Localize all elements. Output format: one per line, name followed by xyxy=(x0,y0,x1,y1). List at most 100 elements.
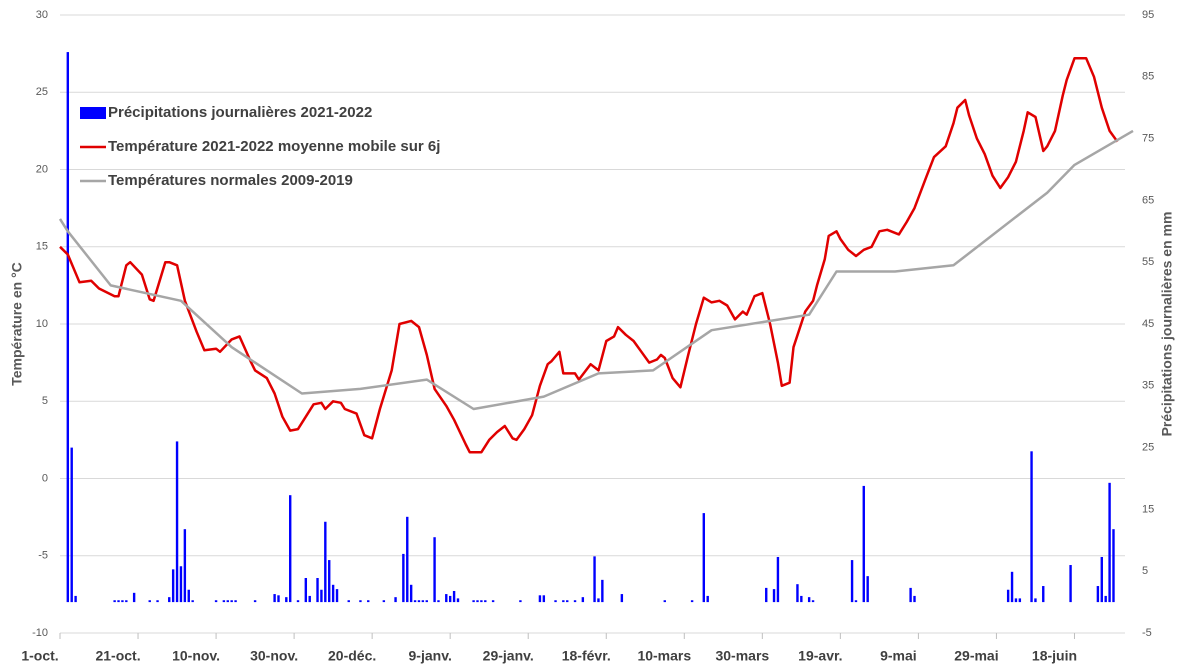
precip-bar xyxy=(132,592,136,603)
precip-bar xyxy=(253,600,257,603)
precip-bar xyxy=(866,576,869,603)
y-tick-label: 10 xyxy=(36,318,48,330)
precip-bar xyxy=(850,560,854,603)
precip-bar xyxy=(273,594,276,603)
x-tick-label: 21-oct. xyxy=(95,648,140,664)
precip-bar xyxy=(452,590,456,603)
precip-bar xyxy=(484,600,487,603)
y-tick-label: 15 xyxy=(36,241,48,253)
x-tick-label: 1-oct. xyxy=(21,648,58,664)
precip-bar xyxy=(1108,482,1111,603)
y2-tick-label: 75 xyxy=(1142,133,1154,145)
precip-bar xyxy=(480,600,483,603)
precip-bar xyxy=(413,600,417,603)
precip-bar xyxy=(597,598,600,603)
precip-bar xyxy=(445,594,448,603)
y-tick-label: 20 xyxy=(36,163,48,175)
y-tick-label: 0 xyxy=(42,472,48,484)
precip-bar xyxy=(663,600,666,603)
precip-bar xyxy=(765,587,768,603)
precip-bar xyxy=(566,600,569,603)
precip-bar xyxy=(406,516,409,603)
precip-bar xyxy=(148,600,151,603)
precip-bar xyxy=(277,595,280,603)
precip-bar xyxy=(331,584,335,603)
y-tick-label: -5 xyxy=(38,550,48,562)
x-tick-label: 18-févr. xyxy=(562,648,611,664)
precip-bar xyxy=(601,579,604,603)
precip-bar xyxy=(456,598,460,603)
precip-bar xyxy=(168,597,171,603)
y2-tick-label: 15 xyxy=(1142,503,1154,515)
precip-bar xyxy=(573,600,577,603)
precip-bar xyxy=(472,600,475,603)
precip-bar xyxy=(125,600,128,603)
precip-bar xyxy=(382,600,386,603)
legend-swatch xyxy=(80,107,106,119)
precip-bar xyxy=(476,600,479,603)
precip-bar xyxy=(121,600,124,603)
precip-bar xyxy=(156,600,159,603)
precip-bar xyxy=(359,600,362,603)
y-tick-label: 25 xyxy=(36,86,48,98)
precip-bar xyxy=(179,566,183,603)
precip-bar xyxy=(226,600,229,603)
precip-bar xyxy=(183,529,187,603)
x-tick-label: 19-avr. xyxy=(798,648,842,664)
legend-label: Température 2021-2022 moyenne mobile sur… xyxy=(108,138,440,155)
precip-bar xyxy=(581,597,585,603)
precip-bar xyxy=(1100,556,1103,603)
precip-bar xyxy=(296,600,300,603)
precip-bar xyxy=(191,600,194,603)
precip-bar xyxy=(175,441,179,603)
precip-bar xyxy=(448,595,452,603)
precip-bar xyxy=(542,595,546,603)
precip-bar xyxy=(1006,589,1010,603)
x-tick-label: 10-mars xyxy=(637,648,691,664)
precip-bar xyxy=(800,595,803,603)
x-tick-label: 30-nov. xyxy=(250,648,298,664)
precip-bar xyxy=(862,485,865,603)
precip-bar xyxy=(230,600,233,603)
precip-bar xyxy=(796,584,799,603)
precip-bar xyxy=(1096,586,1100,603)
y-tick-label: 30 xyxy=(36,9,48,21)
precip-bar xyxy=(402,553,405,603)
precip-bar xyxy=(854,600,858,603)
precip-bar xyxy=(702,513,705,603)
precip-bar xyxy=(538,595,542,603)
precip-bar xyxy=(1014,598,1018,603)
precip-bar xyxy=(1018,598,1022,603)
y-tick-label: 5 xyxy=(42,395,48,407)
precip-bar xyxy=(772,589,776,603)
precip-bar xyxy=(70,447,73,603)
y2-tick-label: 5 xyxy=(1142,565,1148,577)
x-tick-label: 29-mai xyxy=(954,648,998,664)
precip-bar xyxy=(519,600,522,603)
precip-bar xyxy=(913,595,916,603)
x-tick-label: 10-nov. xyxy=(172,648,220,664)
precip-bar xyxy=(593,556,596,603)
y-tick-label: -10 xyxy=(32,627,48,639)
precip-bar xyxy=(66,52,70,603)
y2-tick-label: 65 xyxy=(1142,194,1154,206)
precip-bar xyxy=(437,600,440,603)
x-tick-label: 29-janv. xyxy=(483,648,534,664)
x-tick-label: 9-mai xyxy=(880,648,917,664)
legend-label: Températures normales 2009-2019 xyxy=(108,172,353,189)
y2-tick-label: 85 xyxy=(1142,71,1154,83)
precip-bar xyxy=(316,577,319,603)
precip-bar xyxy=(690,600,694,603)
precip-bar xyxy=(289,495,292,603)
precip-bar xyxy=(409,584,413,603)
precip-bar xyxy=(304,577,308,603)
precip-bar xyxy=(554,600,557,603)
precip-bar xyxy=(234,600,237,603)
y2-axis-label: Précipitations journalières en mm xyxy=(1159,212,1175,437)
x-tick-label: 30-mars xyxy=(715,648,769,664)
temperature-line xyxy=(59,57,1119,454)
precip-bar xyxy=(1030,451,1033,603)
precip-bar xyxy=(417,600,421,603)
precip-bar xyxy=(320,589,323,603)
